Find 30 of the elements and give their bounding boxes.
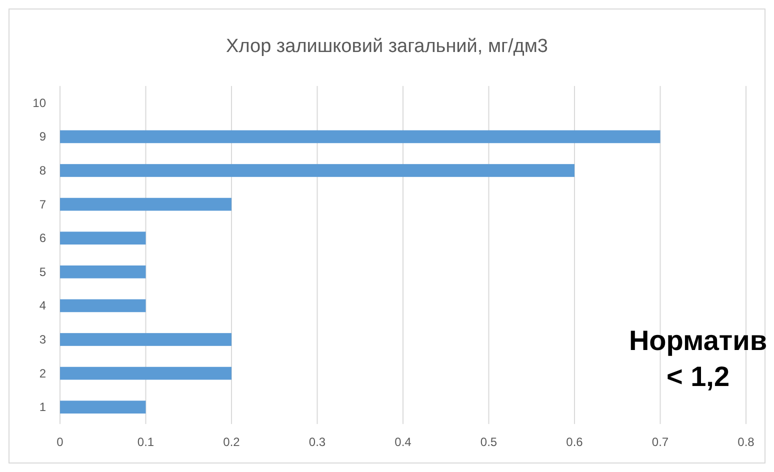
bar — [60, 164, 574, 177]
bar — [60, 265, 146, 278]
y-tick-label: 8 — [39, 164, 46, 178]
annotation: Норматив < 1,2 — [628, 325, 768, 392]
y-tick-label: 10 — [32, 96, 46, 110]
y-tick-label: 5 — [39, 264, 46, 279]
x-tick-label: 0.7 — [652, 435, 669, 449]
y-tick-label: 6 — [39, 231, 46, 246]
bar — [60, 299, 146, 312]
bar — [60, 400, 146, 414]
x-tick-label: 0.3 — [308, 435, 326, 449]
x-tick-label: 0.6 — [566, 435, 584, 449]
chart-title: Хлор залишковий загальний, мг/дм3 — [226, 36, 548, 57]
y-tick-label: 7 — [39, 197, 46, 212]
y-tick-label: 9 — [39, 130, 46, 144]
bar — [60, 130, 660, 144]
bar — [60, 366, 232, 380]
y-tick-label: 2 — [39, 366, 46, 380]
y-tick-label: 3 — [39, 332, 46, 346]
bar — [60, 198, 232, 211]
x-tick-label: 0.2 — [223, 435, 240, 449]
x-tick-label: 0.4 — [394, 435, 412, 449]
x-tick-label: 0 — [56, 435, 64, 449]
x-tick-label: 0.5 — [480, 435, 498, 449]
y-tick-label: 1 — [39, 400, 46, 414]
bar — [60, 232, 146, 245]
x-tick-label: 0.8 — [738, 435, 755, 449]
bar — [60, 333, 232, 346]
y-tick-label: 4 — [39, 298, 46, 313]
x-tick-label: 0.1 — [137, 435, 154, 449]
